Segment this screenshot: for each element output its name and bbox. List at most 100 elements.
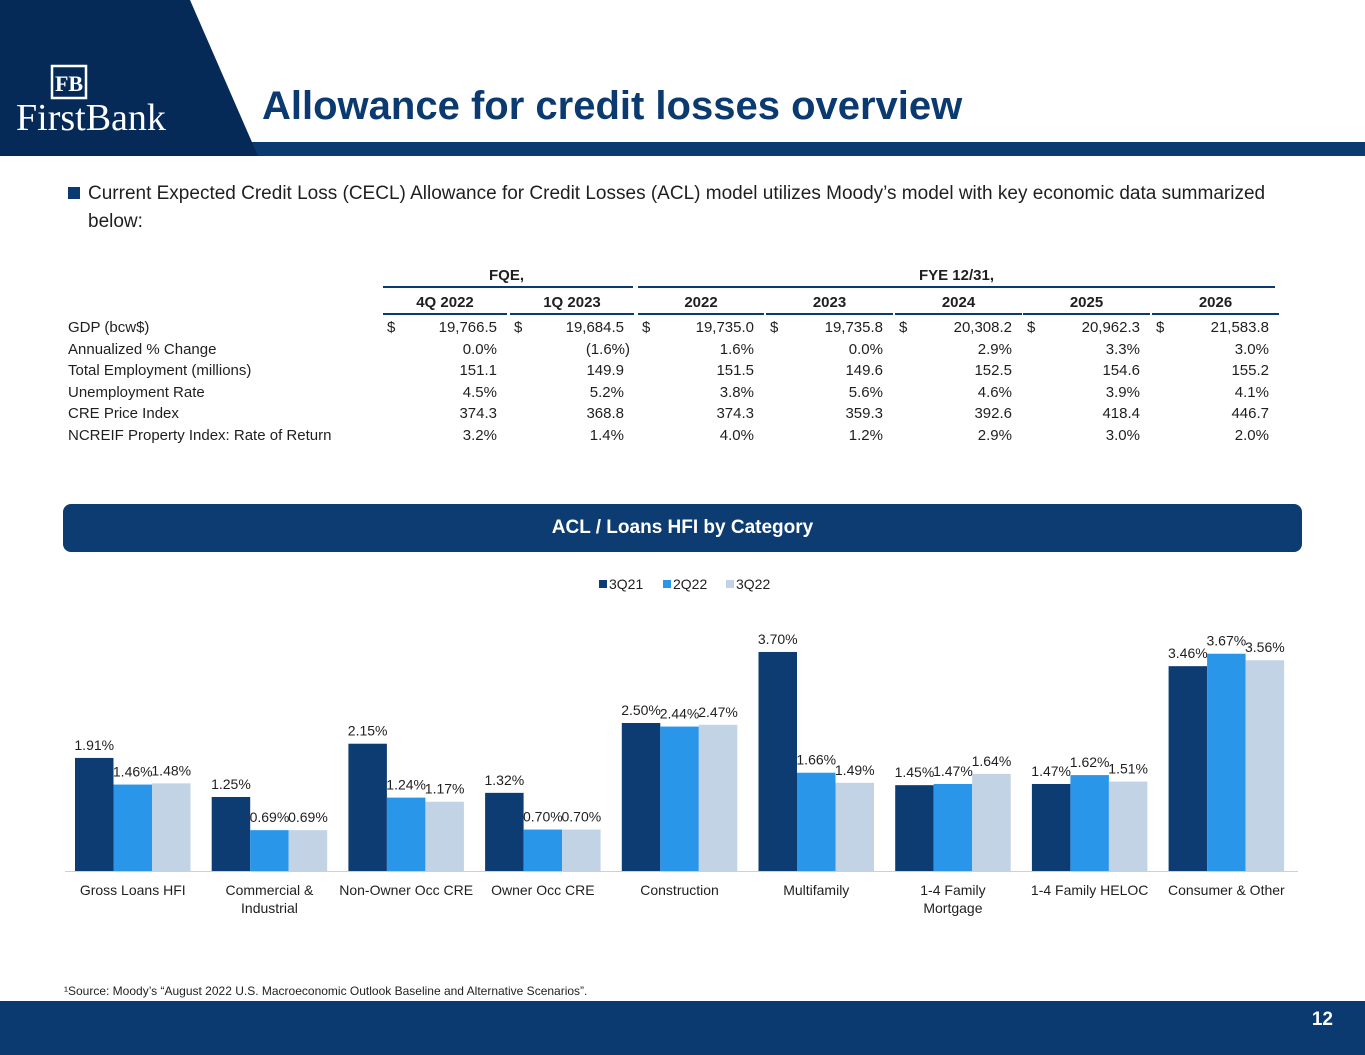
- header-band: [0, 0, 1365, 156]
- data-label: 2.44%: [660, 706, 700, 722]
- table-cell: 446.7: [1231, 405, 1269, 423]
- column-header: 4Q 2022: [416, 294, 474, 311]
- bar-3Q21: [758, 651, 797, 871]
- table-cell: 418.4: [1102, 405, 1140, 423]
- column-header: 2023: [812, 294, 847, 311]
- square-bullet-icon: [68, 187, 80, 199]
- data-label: 1.49%: [835, 762, 875, 778]
- table-cell: 3.2%: [462, 427, 497, 444]
- table-cell: 0.0%: [848, 340, 883, 358]
- column-underline: [383, 313, 507, 315]
- column-underline: [638, 313, 764, 315]
- table-cell: 3.0%: [1105, 427, 1140, 444]
- table-cell: 151.1: [459, 362, 497, 380]
- data-label: 0.70%: [523, 809, 563, 825]
- bar-2Q22: [1207, 653, 1246, 871]
- table-cell: 20,308.2: [953, 319, 1012, 336]
- currency-symbol: $: [1156, 319, 1165, 336]
- table-cell: 3.9%: [1105, 383, 1140, 401]
- data-label: 2.50%: [621, 702, 661, 718]
- table-cell: 4.6%: [977, 383, 1012, 401]
- logo-text: FirstBank: [16, 97, 166, 136]
- data-label: 1.91%: [74, 737, 114, 753]
- logo-mark-icon: FB FirstBank: [16, 64, 166, 139]
- column-header: 2022: [684, 294, 718, 311]
- data-label: 2.15%: [348, 723, 388, 739]
- data-label: 1.47%: [1031, 763, 1071, 779]
- column-underline: [1152, 313, 1279, 315]
- bar-3Q22: [698, 724, 738, 871]
- table-cell: 4.0%: [719, 427, 754, 444]
- bar-2Q22: [523, 829, 563, 871]
- legend-label: 3Q21: [609, 576, 643, 592]
- data-label: 1.25%: [211, 776, 251, 792]
- category-label: Non-Owner Occ CRE: [339, 882, 473, 898]
- table-cell: 149.9: [586, 362, 624, 380]
- row-label: Annualized % Change: [68, 340, 217, 358]
- category-label: Construction: [640, 882, 719, 898]
- table-cell: 154.6: [1102, 362, 1140, 380]
- data-label: 3.56%: [1245, 639, 1285, 655]
- data-label: 1.64%: [972, 753, 1012, 769]
- data-label: 1.66%: [796, 752, 836, 768]
- table-cell: 359.3: [845, 405, 883, 423]
- data-label: 0.70%: [561, 809, 601, 825]
- data-label: 1.46%: [113, 764, 153, 780]
- currency-symbol: $: [1027, 319, 1036, 336]
- group-header-fqe: FQE,: [488, 267, 524, 284]
- data-label: 1.17%: [425, 781, 465, 797]
- bar-3Q22: [425, 801, 464, 871]
- legend-swatch-3Q22: [726, 580, 734, 588]
- column-underline: [510, 313, 634, 315]
- data-label: 2.47%: [698, 704, 738, 720]
- table-cell: 4.1%: [1234, 383, 1269, 401]
- currency-symbol: $: [514, 319, 523, 336]
- bar-2Q22: [113, 784, 152, 871]
- data-label: 1.48%: [151, 762, 191, 778]
- data-label: 3.67%: [1206, 633, 1246, 649]
- row-label: Unemployment Rate: [68, 383, 205, 401]
- bar-3Q22: [1245, 660, 1285, 871]
- column-header: 2024: [941, 294, 976, 311]
- table-cell: 0.0%: [462, 340, 497, 358]
- bar-2Q22: [386, 797, 426, 871]
- table-cell: 392.6: [974, 405, 1012, 423]
- bar-2Q22: [797, 772, 836, 871]
- bar-3Q21: [211, 797, 251, 871]
- currency-symbol: $: [642, 319, 651, 336]
- page-title: Allowance for credit losses overview: [262, 84, 963, 128]
- table-cell: 5.2%: [589, 383, 624, 401]
- table-cell: 2.0%: [1234, 427, 1269, 444]
- currency-symbol: $: [899, 319, 908, 336]
- table-cell: 1.6%: [719, 340, 754, 358]
- table-cell: (1.6%): [585, 340, 630, 358]
- column-header: 2025: [1069, 294, 1104, 311]
- data-label: 3.70%: [758, 631, 798, 647]
- data-label: 1.24%: [386, 777, 426, 793]
- table-cell: 20,962.3: [1081, 319, 1140, 336]
- data-label: 3.46%: [1168, 645, 1208, 661]
- table-cell: 4.5%: [462, 383, 497, 401]
- data-label: 1.51%: [1108, 761, 1148, 777]
- row-label: NCREIF Property Index: Rate of Return: [68, 427, 332, 444]
- firstbank-logo: FB FirstBank: [14, 64, 214, 139]
- section-header: ACL / Loans HFI by Category: [63, 504, 1302, 552]
- bar-3Q22: [288, 830, 328, 871]
- source-footnote: ¹Source: Moody’s “August 2022 U.S. Macro…: [64, 984, 588, 998]
- category-label: Owner Occ CRE: [491, 882, 594, 898]
- bar-2Q22: [250, 830, 289, 871]
- table-cell: 2.9%: [977, 340, 1012, 358]
- table-cell: 155.2: [1231, 362, 1269, 380]
- column-underline: [895, 313, 1022, 315]
- table-cell: 5.6%: [848, 383, 883, 401]
- column-underline: [766, 313, 893, 315]
- category-label: Consumer & Other: [1168, 882, 1285, 898]
- group-header-fye: FYE 12/31,: [918, 267, 995, 284]
- category-label: Gross Loans HFI: [80, 882, 186, 898]
- legend-swatch-2Q22: [663, 580, 671, 588]
- economic-data-table: FQE, FYE 12/31, 4Q 2022 1Q 2023 2022 2023 2024…: [60, 262, 1290, 457]
- table-cell: 19,766.5: [438, 319, 497, 336]
- table-cell: 374.3: [459, 405, 497, 423]
- table-cell: 1.2%: [848, 427, 883, 444]
- table-cell: 3.3%: [1105, 340, 1140, 358]
